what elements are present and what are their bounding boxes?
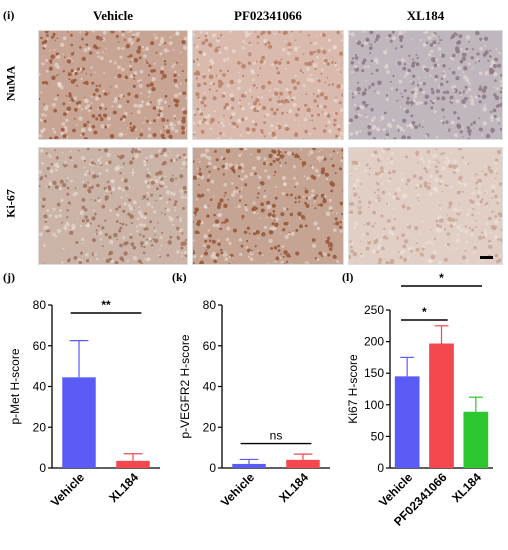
x-tick-label: Vehicle [218, 470, 257, 509]
significance-label: ** [101, 298, 111, 312]
bar-vehicle [62, 377, 96, 468]
y-tick-label: 40 [33, 380, 47, 394]
bar-pf02341066 [429, 343, 454, 468]
y-axis-label: p-Met H-score [8, 348, 22, 424]
panel-label-l: (l) [342, 270, 354, 284]
y-tick-label: 0 [377, 461, 384, 475]
y-tick-label: 40 [203, 380, 217, 394]
column-header-pf02341066: PF02341066 [234, 8, 302, 23]
column-header-xl184: XL184 [406, 8, 445, 23]
panel-label-i: (i) [3, 8, 15, 22]
y-tick-label: 100 [364, 398, 384, 412]
significance-label: ns [270, 429, 283, 443]
y-tick-label: 20 [33, 420, 47, 434]
y-tick-label: 80 [203, 298, 217, 312]
x-tick-label: XL184 [106, 470, 141, 505]
bar-vehicle [394, 376, 420, 468]
scale-bar [480, 256, 493, 259]
micrograph-ki67-vehicle [38, 147, 188, 265]
bar-vehicle [232, 463, 266, 468]
chart-0: 0 20 40 60 80 p-Met H-score Vehicle XL184 ** [8, 298, 160, 509]
y-axis-label: p-VEGFR2 H-score [178, 334, 192, 438]
panel-label-j: (j) [3, 270, 15, 284]
y-tick-label: 150 [364, 366, 384, 380]
y-tick-label: 50 [371, 429, 385, 443]
micrograph-numa-pf02341066 [192, 30, 344, 140]
bar-xl184 [286, 459, 320, 468]
y-tick-label: 250 [364, 303, 384, 317]
y-tick-label: 60 [203, 339, 217, 353]
x-tick-label: XL184 [276, 470, 311, 505]
micrograph-numa-xl184 [348, 30, 503, 140]
y-tick-label: 0 [209, 461, 216, 475]
x-tick-label: Vehicle [48, 470, 87, 509]
chart-1: 0 20 40 60 80 p-VEGFR2 H-score Vehicle XL184 ns [178, 298, 330, 509]
significance-label: * [422, 305, 427, 319]
x-tick-label: XL184 [449, 470, 484, 505]
bar-xl184 [116, 460, 150, 468]
micrograph-numa-vehicle [38, 30, 188, 140]
significance-label: * [439, 271, 444, 285]
y-tick-label: 60 [33, 339, 47, 353]
column-header-vehicle: Vehicle [93, 8, 133, 23]
y-tick-label: 20 [203, 420, 217, 434]
panel-label-k: (k) [172, 270, 187, 284]
y-axis-label: Ki67 H-score [346, 354, 360, 424]
y-tick-label: 80 [33, 298, 47, 312]
micrograph-ki67-pf02341066 [192, 147, 344, 265]
y-tick-label: 0 [39, 461, 46, 475]
y-tick-label: 200 [364, 335, 384, 349]
bar-xl184 [463, 411, 489, 468]
micrograph-ki67-xl184 [348, 147, 503, 265]
